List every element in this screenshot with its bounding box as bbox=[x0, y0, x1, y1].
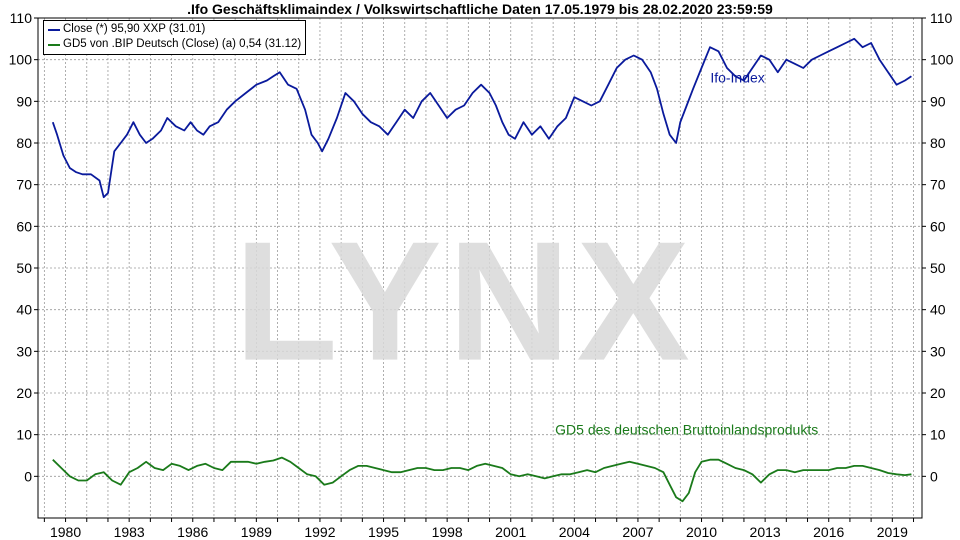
y-tick-label-left: 110 bbox=[10, 10, 33, 26]
x-tick-label: 1980 bbox=[50, 524, 81, 540]
y-tick-label-right: 60 bbox=[930, 218, 946, 234]
y-tick-label-right: 20 bbox=[930, 385, 946, 401]
x-tick-label: 1986 bbox=[177, 524, 208, 540]
y-tick-label-left: 50 bbox=[16, 260, 32, 276]
x-tick-label: 1989 bbox=[241, 524, 272, 540]
x-tick-label: 2001 bbox=[495, 524, 526, 540]
x-tick-label: 2019 bbox=[877, 524, 908, 540]
legend-label-close: Close (*) 95,90 XXP (31.01) bbox=[63, 23, 206, 35]
y-tick-label-left: 10 bbox=[16, 427, 32, 443]
y-tick-label-right: 100 bbox=[930, 52, 954, 68]
x-tick-label: 2016 bbox=[813, 524, 844, 540]
x-tick-label: 2013 bbox=[750, 524, 781, 540]
x-tick-label: 1983 bbox=[114, 524, 145, 540]
x-tick-label: 1998 bbox=[432, 524, 463, 540]
legend-item-gd5: GD5 von .BIP Deutsch (Close) (a) 0,54 (3… bbox=[48, 37, 301, 52]
chart-title: .Ifo Geschäftsklimaindex / Volkswirtscha… bbox=[187, 1, 773, 17]
y-tick-label-left: 100 bbox=[9, 52, 33, 68]
legend-swatch-close bbox=[48, 28, 60, 31]
x-tick-label: 2007 bbox=[622, 524, 653, 540]
legend-swatch-gd5 bbox=[48, 43, 60, 46]
y-tick-label-left: 80 bbox=[16, 135, 32, 151]
legend: Close (*) 95,90 XXP (31.01) GD5 von .BIP… bbox=[43, 20, 307, 55]
x-tick-label: 2010 bbox=[686, 524, 717, 540]
y-tick-label-left: 90 bbox=[16, 93, 32, 109]
watermark-text: LYNX bbox=[234, 207, 696, 397]
y-tick-label-right: 50 bbox=[930, 260, 946, 276]
annotation-1: GD5 des deutschen Bruttoinlandsprodukts bbox=[555, 422, 818, 438]
legend-item-close: Close (*) 95,90 XXP (31.01) bbox=[48, 22, 301, 37]
y-tick-label-left: 0 bbox=[24, 468, 32, 484]
annotation-0: Ifo-Index bbox=[710, 70, 764, 86]
series-line-1 bbox=[52, 456, 912, 503]
axes: 0 0 10 10 20 20 30 30 40 40 50 50 60 60 70 70 80 80 90 90 10… bbox=[9, 10, 954, 540]
y-tick-label-left: 30 bbox=[16, 343, 32, 359]
annotations: Ifo-Index GD5 des deutschen Bruttoinlands… bbox=[555, 70, 818, 438]
legend-label-gd5: GD5 von .BIP Deutsch (Close) (a) 0,54 (3… bbox=[63, 38, 302, 50]
series-line-0 bbox=[51, 37, 912, 199]
y-tick-label-right: 90 bbox=[930, 93, 946, 109]
y-tick-label-left: 70 bbox=[16, 177, 32, 193]
y-tick-label-right: 110 bbox=[930, 10, 953, 26]
y-tick-label-right: 30 bbox=[930, 343, 946, 359]
y-tick-label-right: 0 bbox=[930, 468, 938, 484]
y-tick-label-right: 80 bbox=[930, 135, 946, 151]
series-lines bbox=[51, 37, 912, 503]
y-tick-label-right: 10 bbox=[930, 427, 946, 443]
x-tick-label: 1992 bbox=[304, 524, 335, 540]
y-tick-label-right: 70 bbox=[930, 177, 946, 193]
x-tick-label: 1995 bbox=[368, 524, 399, 540]
y-tick-label-left: 20 bbox=[16, 385, 32, 401]
y-tick-label-right: 40 bbox=[930, 302, 946, 318]
y-tick-label-left: 40 bbox=[16, 302, 32, 318]
y-tick-label-left: 60 bbox=[16, 218, 32, 234]
x-tick-label: 2004 bbox=[559, 524, 590, 540]
grid-lines bbox=[38, 17, 922, 518]
